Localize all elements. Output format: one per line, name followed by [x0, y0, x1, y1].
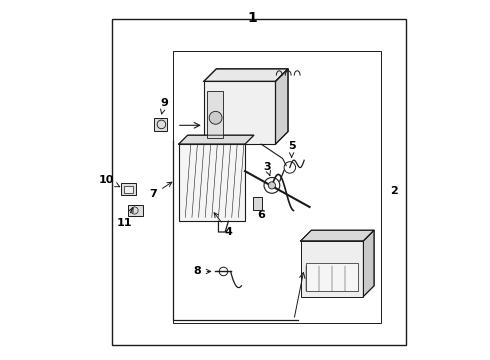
- Bar: [112, 19, 406, 345]
- Text: 5: 5: [288, 141, 295, 157]
- Bar: [253, 197, 262, 211]
- Text: 10: 10: [98, 175, 120, 187]
- Text: 4: 4: [214, 213, 233, 237]
- Polygon shape: [275, 69, 288, 144]
- Polygon shape: [204, 69, 288, 81]
- Bar: [173, 51, 381, 323]
- Bar: [124, 186, 133, 193]
- Polygon shape: [300, 230, 374, 241]
- Text: 9: 9: [160, 98, 168, 114]
- Bar: [154, 118, 167, 131]
- Bar: [306, 264, 358, 291]
- Polygon shape: [179, 135, 254, 144]
- Text: 11: 11: [117, 208, 133, 228]
- Bar: [207, 91, 223, 138]
- Bar: [128, 205, 143, 216]
- Bar: [300, 241, 364, 297]
- Circle shape: [269, 182, 275, 189]
- Bar: [179, 144, 245, 221]
- Circle shape: [209, 111, 222, 124]
- Bar: [204, 81, 275, 144]
- Bar: [121, 183, 136, 195]
- Text: 7: 7: [149, 182, 172, 199]
- Text: 8: 8: [194, 266, 211, 276]
- Text: 2: 2: [390, 186, 398, 196]
- Text: 6: 6: [257, 198, 265, 220]
- Text: 3: 3: [264, 162, 271, 176]
- Text: 1: 1: [247, 12, 257, 26]
- Polygon shape: [364, 230, 374, 297]
